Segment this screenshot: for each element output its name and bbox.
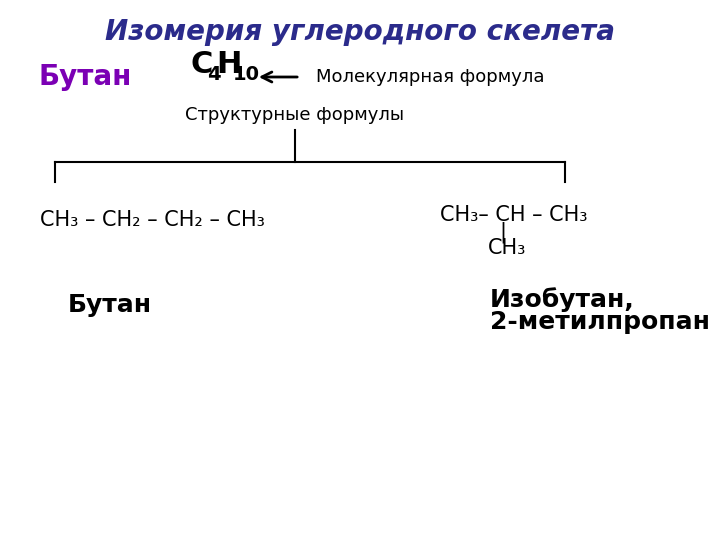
Text: Бутан: Бутан xyxy=(38,63,132,91)
Text: 10: 10 xyxy=(233,65,260,84)
Text: Изомерия углеродного скелета: Изомерия углеродного скелета xyxy=(105,18,615,46)
Text: H: H xyxy=(216,50,241,79)
Text: |: | xyxy=(500,221,506,243)
Text: C: C xyxy=(190,50,212,79)
Text: Изобутан,: Изобутан, xyxy=(490,288,635,313)
Text: CH₃– CH – CH₃: CH₃– CH – CH₃ xyxy=(440,205,588,225)
Text: Молекулярная формула: Молекулярная формула xyxy=(316,68,544,86)
Text: 4: 4 xyxy=(207,65,220,84)
Text: 2-метилпропан: 2-метилпропан xyxy=(490,310,710,334)
Text: Бутан: Бутан xyxy=(68,293,152,317)
Text: CH₃ – CH₂ – CH₂ – CH₃: CH₃ – CH₂ – CH₂ – CH₃ xyxy=(40,210,265,230)
Text: Структурные формулы: Структурные формулы xyxy=(186,106,405,124)
Text: CH₃: CH₃ xyxy=(488,238,526,258)
